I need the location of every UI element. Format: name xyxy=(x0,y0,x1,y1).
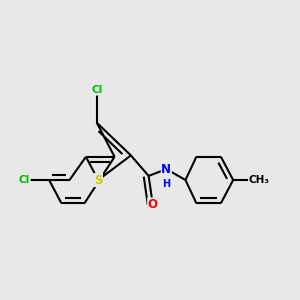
Text: H: H xyxy=(162,179,170,189)
Text: Cl: Cl xyxy=(91,85,102,95)
Text: Cl: Cl xyxy=(19,175,30,185)
Text: S: S xyxy=(94,173,102,187)
Text: O: O xyxy=(148,198,158,211)
Text: CH₃: CH₃ xyxy=(249,175,270,185)
Text: N: N xyxy=(161,163,171,176)
